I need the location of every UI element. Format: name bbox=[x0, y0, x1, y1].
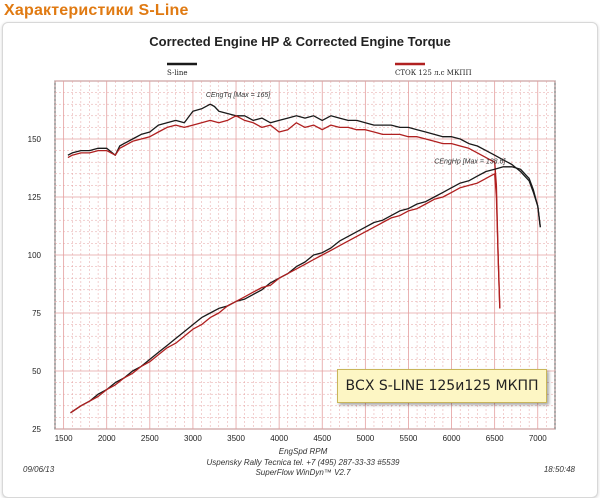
x-tick-label: 4500 bbox=[313, 434, 331, 443]
chart-panel: Corrected Engine HP & Corrected Engine T… bbox=[2, 22, 598, 498]
overlay-label: ВСХ S-LINE 125и125 МКПП bbox=[337, 369, 547, 403]
x-tick-label: 6000 bbox=[443, 434, 461, 443]
y-tick-label: 125 bbox=[28, 193, 42, 202]
x-tick-label: 7000 bbox=[529, 434, 547, 443]
legend-label: СТОК 125 л.с МКПП bbox=[395, 69, 472, 77]
series-line-torque bbox=[67, 115, 501, 309]
legend-label: S-line bbox=[167, 69, 188, 77]
x-tick-label: 3500 bbox=[227, 434, 245, 443]
x-tick-label: 5000 bbox=[356, 434, 374, 443]
x-tick-label: 3000 bbox=[184, 434, 202, 443]
footer-software: SuperFlow WinDyn™ V2.7 bbox=[255, 468, 351, 477]
series-line-power bbox=[70, 173, 501, 414]
y-tick-label: 150 bbox=[28, 135, 42, 144]
series-line-power bbox=[70, 166, 541, 414]
page-heading: Характеристики S-Line bbox=[4, 2, 189, 19]
y-tick-label: 100 bbox=[28, 251, 42, 260]
x-tick-label: 2000 bbox=[98, 434, 116, 443]
footer-company: Uspensky Rally Tecnica tel. +7 (495) 287… bbox=[207, 458, 400, 467]
series-line-torque bbox=[67, 103, 541, 228]
chart-title: Corrected Engine HP & Corrected Engine T… bbox=[149, 34, 450, 49]
footer-time: 18:50:48 bbox=[544, 465, 576, 474]
annotation-label: CEngTq [Max = 165] bbox=[206, 92, 271, 99]
y-tick-label: 25 bbox=[32, 425, 41, 434]
annotation-label: CEngHp [Max = 138.6] bbox=[434, 158, 506, 165]
footer-date: 09/06/13 bbox=[23, 465, 55, 474]
y-tick-label: 75 bbox=[32, 309, 41, 318]
x-tick-label: 1500 bbox=[55, 434, 73, 443]
x-tick-label: 4000 bbox=[270, 434, 288, 443]
dyno-chart: Corrected Engine HP & Corrected Engine T… bbox=[23, 34, 576, 477]
x-tick-label: 6500 bbox=[486, 434, 504, 443]
x-tick-label: 2500 bbox=[141, 434, 159, 443]
x-tick-label: 5500 bbox=[400, 434, 418, 443]
x-axis-label: EngSpd RPM bbox=[279, 447, 328, 456]
y-tick-label: 50 bbox=[32, 367, 41, 376]
